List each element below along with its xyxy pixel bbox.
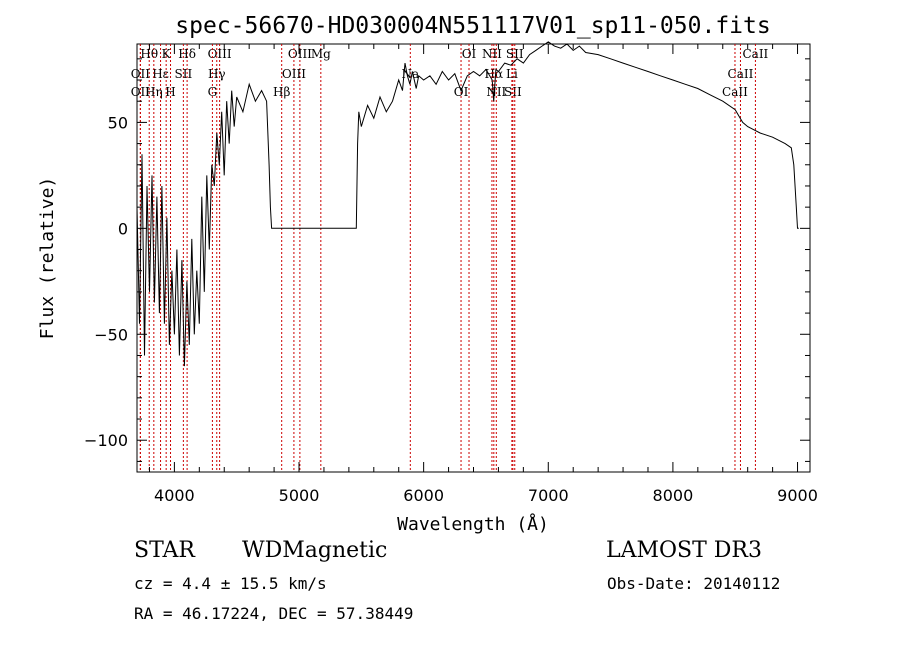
marker-label-19: Hα bbox=[485, 67, 504, 81]
marker-label-6: Hδ bbox=[178, 47, 196, 61]
y-tick-label-1: −50 bbox=[94, 325, 128, 344]
marker-label-13: OIII bbox=[282, 67, 306, 81]
marker-label-27: CaII bbox=[742, 47, 768, 61]
marker-label-10: Hγ bbox=[208, 67, 226, 81]
plot-frame bbox=[136, 43, 811, 473]
marker-label-7: SII bbox=[175, 67, 193, 81]
marker-label-14: Hβ bbox=[273, 85, 290, 99]
marker-label-21: NII bbox=[482, 47, 502, 61]
redshift-velocity: cz = 4.4 ± 15.5 km/s bbox=[134, 574, 327, 593]
marker-label-11: G bbox=[208, 85, 218, 99]
y-tick-label-3: 50 bbox=[108, 113, 128, 132]
marker-label-3: K bbox=[162, 47, 172, 61]
axis-ticks: 4000 5000 6000 7000 8000 9000 −100 −50 0 50 bbox=[84, 44, 818, 505]
marker-label-18: OI bbox=[462, 47, 477, 61]
x-tick-label-0: 4000 bbox=[154, 486, 195, 505]
marker-label-25: CaII bbox=[728, 67, 754, 81]
object-subclass: WDMagnetic bbox=[242, 538, 388, 563]
marker-label-23: NII bbox=[486, 85, 506, 99]
marker-label-4: Hε bbox=[152, 67, 169, 81]
x-axis-label: Wavelength (Å) bbox=[397, 513, 549, 535]
y-axis-label: Flux (relative) bbox=[37, 177, 58, 340]
observation-date: Obs-Date: 20140112 bbox=[607, 574, 781, 593]
marker-label-2: OII bbox=[131, 85, 151, 99]
sky-coordinates: RA = 46.17224, DEC = 57.38449 bbox=[134, 604, 414, 623]
marker-label-17: OI bbox=[454, 85, 469, 99]
x-tick-label-4: 8000 bbox=[653, 486, 694, 505]
marker-label-24: SII bbox=[506, 47, 524, 61]
survey-name: LAMOST DR3 bbox=[606, 538, 762, 563]
marker-label-9: OIII bbox=[208, 47, 232, 61]
spectrum-line-0 bbox=[136, 41, 799, 367]
chart-title: spec-56670-HD030004N551117V01_sp11-050.f… bbox=[175, 13, 770, 39]
marker-label-0: Hθ bbox=[140, 47, 158, 61]
spectrum-series bbox=[136, 41, 799, 367]
marker-label-15: Mg bbox=[311, 47, 331, 61]
marker-label-26: CaII bbox=[722, 85, 748, 99]
x-tick-label-1: 5000 bbox=[279, 486, 320, 505]
y-tick-label-2: 0 bbox=[118, 219, 128, 238]
marker-label-8: H bbox=[165, 85, 175, 99]
object-class: STAR bbox=[134, 538, 195, 563]
marker-label-5: Hη bbox=[145, 85, 163, 99]
x-tick-label-2: 6000 bbox=[403, 486, 444, 505]
marker-label-12: OIII bbox=[288, 47, 312, 61]
marker-label-22: Li bbox=[506, 67, 518, 81]
y-tick-label-0: −100 bbox=[84, 431, 128, 450]
marker-label-20: SII bbox=[504, 85, 522, 99]
x-tick-label-5: 9000 bbox=[777, 486, 818, 505]
x-tick-label-3: 7000 bbox=[528, 486, 569, 505]
